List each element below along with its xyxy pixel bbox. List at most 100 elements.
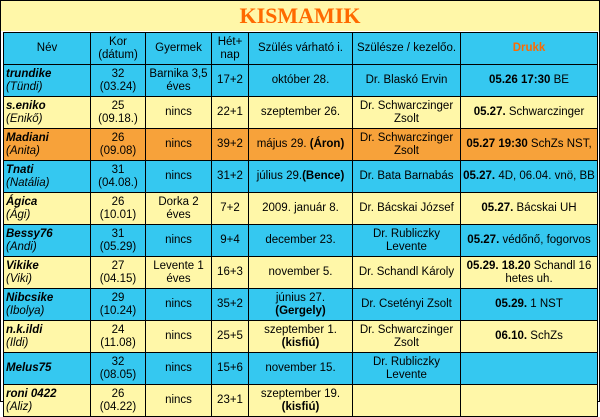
cell-doctor: Dr. Schwarczinger Zsolt: [352, 96, 461, 129]
cell-kor: 26 (10.01): [90, 192, 146, 225]
table-row: Tnati (Natália) 31 (04.08.) nincs 31+2 július …: [3, 160, 598, 193]
age: 26: [111, 387, 125, 400]
cell-nev: Bessy76 (Andi): [3, 224, 91, 257]
page-title: KISMAMIK: [1, 1, 599, 31]
drukk-note: Bácskai UH: [513, 202, 577, 214]
due-date: szeptember 1.: [264, 323, 337, 336]
nickname: trundike: [6, 67, 52, 80]
nickname: Vikike: [6, 259, 39, 272]
drukk-note: SchZs: [527, 330, 563, 342]
cell-het: 23+1: [211, 384, 249, 417]
cell-doctor: Dr. Csetényi Zsolt: [352, 288, 461, 321]
header-drukk: Drukk: [460, 32, 598, 65]
cell-het: 16+3: [211, 256, 249, 289]
cell-szules: december 23.: [248, 224, 353, 257]
cell-gyermek: nincs: [145, 384, 212, 417]
age: 31: [111, 163, 125, 176]
cell-het: 9+4: [211, 224, 249, 257]
cell-drukk: 05.27. védőnő, fogorvos: [460, 224, 598, 257]
cell-doctor: Dr. Schwarczinger Zsolt: [352, 320, 461, 353]
real-name: (Andi): [6, 240, 37, 253]
header-szulesze: Szülésze / kezelőo.: [352, 32, 461, 65]
cell-nev: roni 0422 (Aliz): [3, 384, 91, 417]
cell-kor: 32 (08.05): [90, 352, 146, 385]
nickname: Ágica: [6, 195, 38, 208]
baby-name: (kisfiú): [281, 400, 320, 413]
header-het: Hét+ nap: [211, 32, 249, 65]
drukk-date: 05.27.: [481, 202, 514, 214]
cell-gyermek: nincs: [145, 352, 212, 385]
cell-doctor: Dr. Rubliczky Levente: [352, 352, 461, 385]
birth-date: (04.15): [99, 272, 137, 285]
birth-date: (09.18.): [98, 112, 138, 125]
baby-name: (Gergely): [275, 304, 326, 317]
birth-date: (10.01): [99, 208, 137, 221]
cell-nev: Tnati (Natália): [3, 160, 91, 193]
cell-szules: szeptember 19.(kisfiú): [248, 384, 353, 417]
cell-het: 25+5: [211, 320, 249, 353]
cell-szules: május 29. (Áron): [248, 128, 353, 161]
header-gyermek: Gyermek: [145, 32, 212, 65]
table-header-row: Név Kor (dátum) Gyermek Hét+ nap Szülés …: [3, 32, 598, 65]
cell-het: 35+2: [211, 288, 249, 321]
cell-drukk: 06.10. SchZs: [460, 320, 598, 353]
drukk-date: 05.27 19:30: [466, 138, 528, 150]
age: 26: [111, 195, 125, 208]
cell-gyermek: nincs: [145, 224, 212, 257]
table-row: trundike (Tündi) 32 (03.24) Barnika 3,5 éves…: [3, 64, 598, 97]
cell-doctor: [352, 384, 461, 417]
cell-nev: Vikike (Viki): [3, 256, 91, 289]
cell-doctor: Dr. Schwarczinger Zsolt: [352, 128, 461, 161]
age: 31: [111, 227, 125, 240]
cell-szules: november 5.: [248, 256, 353, 289]
due-date: szeptember 26.: [260, 106, 341, 118]
cell-szules: november 15.: [248, 352, 353, 385]
nickname: n.k.ildi: [6, 323, 43, 336]
cell-doctor: Dr. Schandl Károly: [352, 256, 461, 289]
cell-het: 31+2: [211, 160, 249, 193]
cell-kor: 31 (05.29): [90, 224, 146, 257]
nickname: Bessy76: [6, 227, 53, 240]
baby-name: (Bence): [302, 170, 345, 182]
nickname: Nibcsike: [6, 291, 54, 304]
table-row: Bessy76 (Andi) 31 (05.29) nincs 9+4 december 2…: [3, 224, 598, 257]
real-name: (Ildi): [6, 336, 29, 349]
cell-szules: július 29.(Bence): [248, 160, 353, 193]
birth-date: (08.05): [99, 368, 137, 381]
due-date: november 5.: [268, 266, 333, 278]
drukk-note: Schwarczinger: [505, 106, 585, 118]
due-date: június 27.: [275, 291, 326, 304]
real-name: (Aliz): [6, 400, 33, 413]
cell-kor: 26 (04.22): [90, 384, 146, 417]
cell-kor: 24 (11.08): [90, 320, 146, 353]
birth-date: (04.22): [99, 400, 137, 413]
cell-gyermek: nincs: [145, 320, 212, 353]
age: 32: [111, 67, 125, 80]
due-date: december 23.: [265, 234, 336, 246]
header-szules: Szülés várható i.: [248, 32, 353, 65]
drukk-date: 05.27.: [473, 106, 506, 118]
cell-nev: Melus75: [3, 352, 91, 385]
cell-het: 15+6: [211, 352, 249, 385]
cell-drukk: 05.29. 18.20 Schandl 16 hetes uh.: [460, 256, 598, 289]
table-row: n.k.ildi (Ildi) 24 (11.08) nincs 25+5 szeptemb…: [3, 320, 598, 353]
header-kor: Kor (dátum): [90, 32, 146, 65]
cell-doctor: Dr. Bácskai József: [352, 192, 461, 225]
birth-date: (03.24): [99, 80, 137, 93]
cell-kor: 27 (04.15): [90, 256, 146, 289]
cell-kor: 25 (09.18.): [90, 96, 146, 129]
due-date: szeptember 19.: [260, 387, 341, 400]
real-name: (Viki): [6, 272, 32, 285]
nickname: Madiani: [6, 131, 49, 144]
real-name: (Ibolya): [6, 304, 45, 317]
table-row: Nibcsike (Ibolya) 29 (10.24) nincs 35+2 június…: [3, 288, 598, 321]
drukk-note: 1 NST: [527, 298, 563, 310]
due-date: október 28.: [271, 74, 330, 86]
drukk-note: 4D, 06.04. vnö, BB: [495, 170, 595, 182]
cell-nev: s.eniko (Enikő): [3, 96, 91, 129]
cell-gyermek: nincs: [145, 160, 212, 193]
cell-nev: Nibcsike (Ibolya): [3, 288, 91, 321]
header-nev: Név: [3, 32, 91, 65]
cell-drukk: [460, 352, 598, 385]
